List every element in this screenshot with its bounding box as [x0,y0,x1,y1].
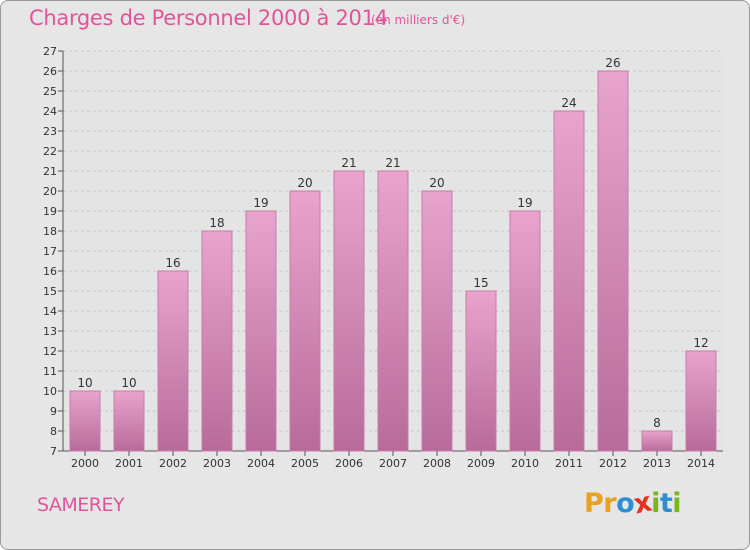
bar-value-label: 20 [297,176,312,190]
proxiti-logo: Proxiti [584,487,682,521]
y-tick-label: 16 [43,265,57,278]
y-tick-label: 23 [43,125,57,138]
bar [201,230,233,452]
bar [113,390,145,452]
y-tick-label: 24 [43,105,57,118]
bar-value-label: 10 [77,376,92,390]
y-tick-label: 8 [50,425,57,438]
y-tick-label: 21 [43,165,57,178]
x-tick-label: 2009 [467,457,495,470]
x-tick-label: 2005 [291,457,319,470]
bar-value-label: 10 [121,376,136,390]
bar-value-label: 20 [429,176,444,190]
logo-letter: i [672,488,682,519]
bar [333,170,365,452]
x-tick-label: 2002 [159,457,187,470]
bar-value-label: 21 [385,156,400,170]
bar [597,70,629,452]
bar [685,350,717,452]
bar-value-label: 8 [653,416,661,430]
chart-title: Charges de Personnel 2000 à 2014 [29,6,388,30]
bar-value-label: 12 [693,336,708,350]
bar [465,290,497,452]
bar [641,430,673,452]
bar-value-label: 16 [165,256,180,270]
commune-name: SAMEREY [37,494,125,516]
y-tick-label: 25 [43,85,57,98]
bar-value-label: 26 [605,56,620,70]
logo-letter: o [616,488,635,519]
bar [509,210,541,452]
bar-value-label: 24 [561,96,576,110]
logo-letter: r [603,488,617,519]
x-tick-label: 2004 [247,457,275,470]
bar-value-label: 21 [341,156,356,170]
y-tick-label: 19 [43,205,57,218]
bar-value-label: 15 [473,276,488,290]
bar [289,190,321,452]
x-tick-label: 2010 [511,457,539,470]
y-tick-label: 17 [43,245,57,258]
x-tick-label: 2001 [115,457,143,470]
x-tick-label: 2003 [203,457,231,470]
x-tick-label: 2012 [599,457,627,470]
y-tick-label: 27 [43,45,57,58]
x-tick-label: 2006 [335,457,363,470]
y-tick-label: 20 [43,185,57,198]
logo-letter: i [651,488,660,519]
y-tick-label: 7 [50,445,57,458]
y-tick-label: 12 [43,345,57,358]
x-tick-label: 2011 [555,457,583,470]
bar [377,170,409,452]
x-tick-label: 2008 [423,457,451,470]
bar [553,110,585,452]
bar-value-label: 19 [253,196,268,210]
bar [421,190,453,452]
x-tick-label: 2014 [687,457,715,470]
chart-subtitle: (en milliers d'€) [371,13,466,27]
bar [69,390,101,452]
y-tick-label: 15 [43,285,57,298]
y-tick-label: 18 [43,225,57,238]
y-tick-label: 22 [43,145,57,158]
bar [245,210,277,452]
x-tick-label: 2013 [643,457,671,470]
bar-value-label: 18 [209,216,224,230]
logo-letter: t [659,488,673,519]
x-tick-label: 2000 [71,457,99,470]
y-tick-label: 13 [43,325,57,338]
y-tick-label: 26 [43,65,57,78]
bar-value-label: 19 [517,196,532,210]
x-tick-label: 2007 [379,457,407,470]
y-tick-label: 14 [43,305,57,318]
y-tick-label: 11 [43,365,57,378]
logo-letter: P [584,488,604,519]
bar [157,270,189,452]
y-tick-label: 9 [50,405,57,418]
y-tick-label: 10 [43,385,57,398]
